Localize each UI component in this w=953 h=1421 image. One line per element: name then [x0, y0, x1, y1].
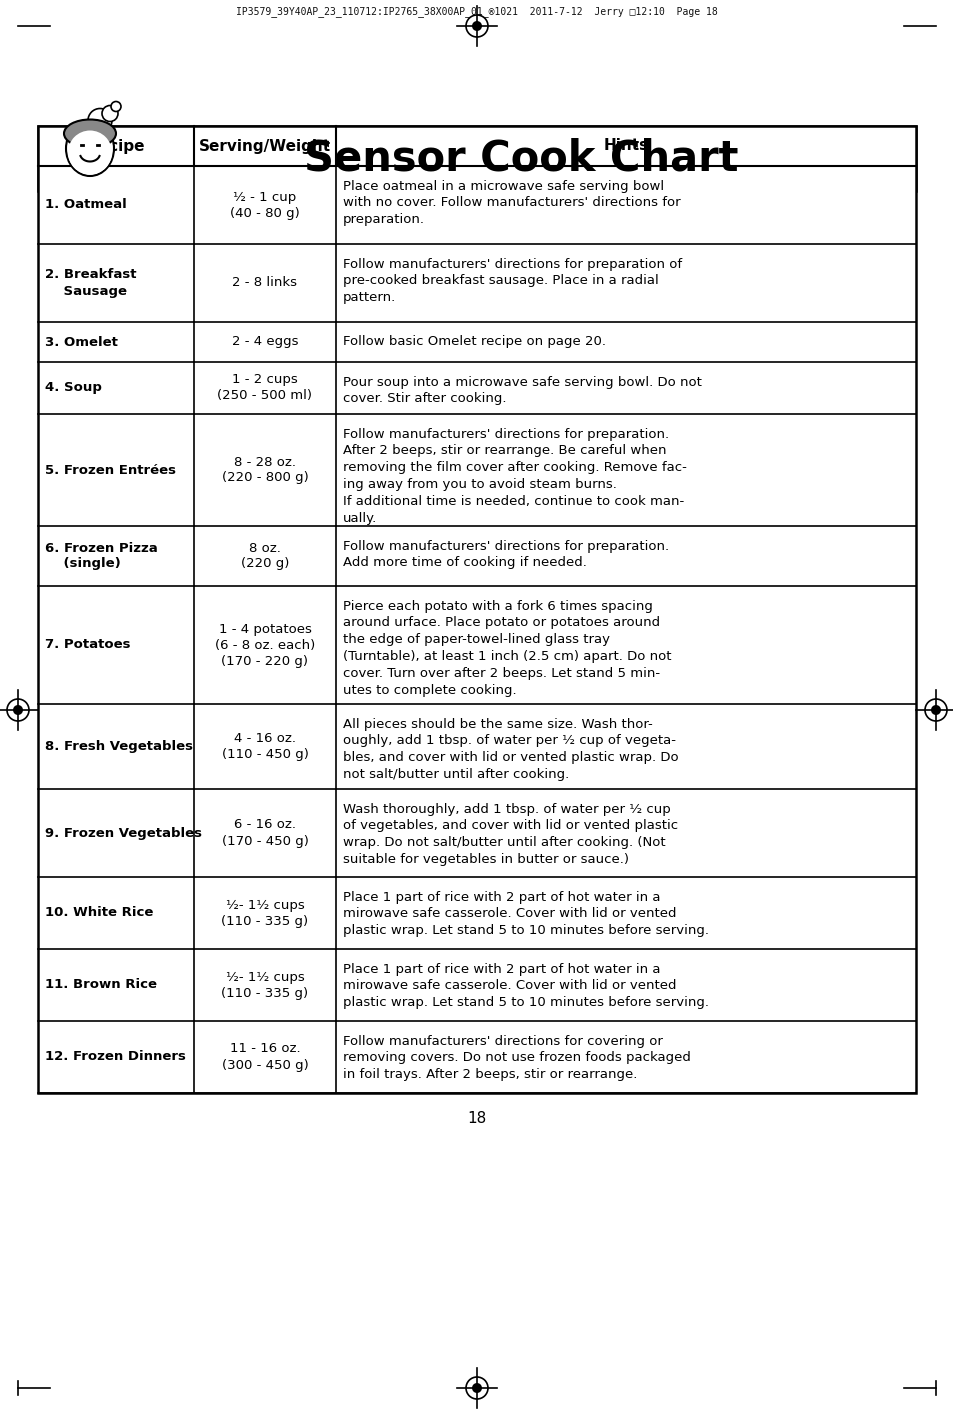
Text: 1. Oatmeal: 1. Oatmeal	[45, 199, 127, 212]
Text: Serving/Weight: Serving/Weight	[199, 138, 331, 153]
Text: Follow manufacturers' directions for covering or
removing covers. Do not use fro: Follow manufacturers' directions for cov…	[343, 1034, 690, 1081]
Text: 2 - 4 eggs: 2 - 4 eggs	[232, 335, 298, 348]
Ellipse shape	[64, 119, 116, 148]
Text: 6 - 16 oz.
(170 - 450 g): 6 - 16 oz. (170 - 450 g)	[221, 818, 308, 847]
Text: Place 1 part of rice with 2 part of hot water in a
mirowave safe casserole. Cove: Place 1 part of rice with 2 part of hot …	[343, 891, 708, 938]
Circle shape	[13, 705, 23, 715]
Text: Wash thoroughly, add 1 tbsp. of water per ½ cup
of vegetables, and cover with li: Wash thoroughly, add 1 tbsp. of water pe…	[343, 803, 678, 865]
Circle shape	[111, 101, 121, 111]
Text: 12. Frozen Dinners: 12. Frozen Dinners	[45, 1050, 186, 1063]
Text: 1 - 2 cups
(250 - 500 ml): 1 - 2 cups (250 - 500 ml)	[217, 374, 313, 402]
Circle shape	[472, 21, 481, 31]
Text: 18: 18	[467, 1111, 486, 1125]
Ellipse shape	[68, 131, 112, 175]
Text: Place oatmeal in a microwave safe serving bowl
with no cover. Follow manufacture: Place oatmeal in a microwave safe servin…	[343, 179, 679, 226]
Ellipse shape	[66, 121, 113, 176]
FancyBboxPatch shape	[38, 126, 915, 1093]
Text: 2. Breakfast
    Sausage: 2. Breakfast Sausage	[45, 269, 136, 297]
Text: 11. Brown Rice: 11. Brown Rice	[45, 979, 157, 992]
FancyBboxPatch shape	[38, 126, 915, 190]
Text: Recipe: Recipe	[87, 138, 145, 153]
Text: Follow manufacturers' directions for preparation.
After 2 beeps, stir or rearran: Follow manufacturers' directions for pre…	[343, 428, 686, 524]
Text: Sensor Cook Chart: Sensor Cook Chart	[303, 138, 738, 179]
Text: 11 - 16 oz.
(300 - 450 g): 11 - 16 oz. (300 - 450 g)	[221, 1043, 308, 1071]
Circle shape	[465, 16, 488, 37]
Text: Pour soup into a microwave safe serving bowl. Do not
cover. Stir after cooking.: Pour soup into a microwave safe serving …	[343, 375, 701, 405]
Text: All pieces should be the same size. Wash thor-
oughly, add 1 tbsp. of water per : All pieces should be the same size. Wash…	[343, 718, 678, 782]
Text: Pierce each potato with a fork 6 times spacing
around urface. Place potato or po: Pierce each potato with a fork 6 times s…	[343, 600, 671, 696]
Text: Follow manufacturers' directions for preparation of
pre-cooked breakfast sausage: Follow manufacturers' directions for pre…	[343, 257, 681, 304]
Text: ½ - 1 cup
(40 - 80 g): ½ - 1 cup (40 - 80 g)	[230, 190, 299, 219]
Text: 8 - 28 oz.
(220 - 800 g): 8 - 28 oz. (220 - 800 g)	[221, 456, 308, 485]
Text: ½- 1½ cups
(110 - 335 g): ½- 1½ cups (110 - 335 g)	[221, 898, 308, 928]
Text: Place 1 part of rice with 2 part of hot water in a
mirowave safe casserole. Cove: Place 1 part of rice with 2 part of hot …	[343, 962, 708, 1009]
Circle shape	[924, 699, 946, 720]
Text: IP3579_39Y40AP_23_110712:IP2765_38X00AP_01_®1021  2011-7-12  Jerry □12:10  Page : IP3579_39Y40AP_23_110712:IP2765_38X00AP_…	[236, 6, 717, 17]
Circle shape	[930, 705, 940, 715]
Circle shape	[88, 108, 112, 132]
Text: 2 - 8 links: 2 - 8 links	[233, 277, 297, 290]
Circle shape	[465, 1377, 488, 1400]
Text: 8 oz.
(220 g): 8 oz. (220 g)	[240, 541, 289, 570]
Text: 9. Frozen Vegetables: 9. Frozen Vegetables	[45, 827, 202, 840]
Text: 10. White Rice: 10. White Rice	[45, 907, 153, 919]
Text: 8. Fresh Vegetables: 8. Fresh Vegetables	[45, 740, 193, 753]
Text: 6. Frozen Pizza
    (single): 6. Frozen Pizza (single)	[45, 541, 157, 570]
Text: Follow manufacturers' directions for preparation.
Add more time of cooking if ne: Follow manufacturers' directions for pre…	[343, 540, 668, 570]
Text: 5. Frozen Entrées: 5. Frozen Entrées	[45, 463, 175, 476]
Circle shape	[7, 699, 29, 720]
Text: 4 - 16 oz.
(110 - 450 g): 4 - 16 oz. (110 - 450 g)	[221, 732, 308, 762]
Text: 4. Soup: 4. Soup	[45, 381, 102, 395]
Text: Follow basic Omelet recipe on page 20.: Follow basic Omelet recipe on page 20.	[343, 335, 605, 348]
Text: ½- 1½ cups
(110 - 335 g): ½- 1½ cups (110 - 335 g)	[221, 971, 308, 999]
Circle shape	[472, 1383, 481, 1393]
Text: 3. Omelet: 3. Omelet	[45, 335, 118, 348]
Circle shape	[102, 105, 118, 122]
Text: 7. Potatoes: 7. Potatoes	[45, 638, 131, 651]
Text: 1 - 4 potatoes
(6 - 8 oz. each)
(170 - 220 g): 1 - 4 potatoes (6 - 8 oz. each) (170 - 2…	[214, 622, 314, 668]
Text: Hints: Hints	[603, 138, 648, 153]
